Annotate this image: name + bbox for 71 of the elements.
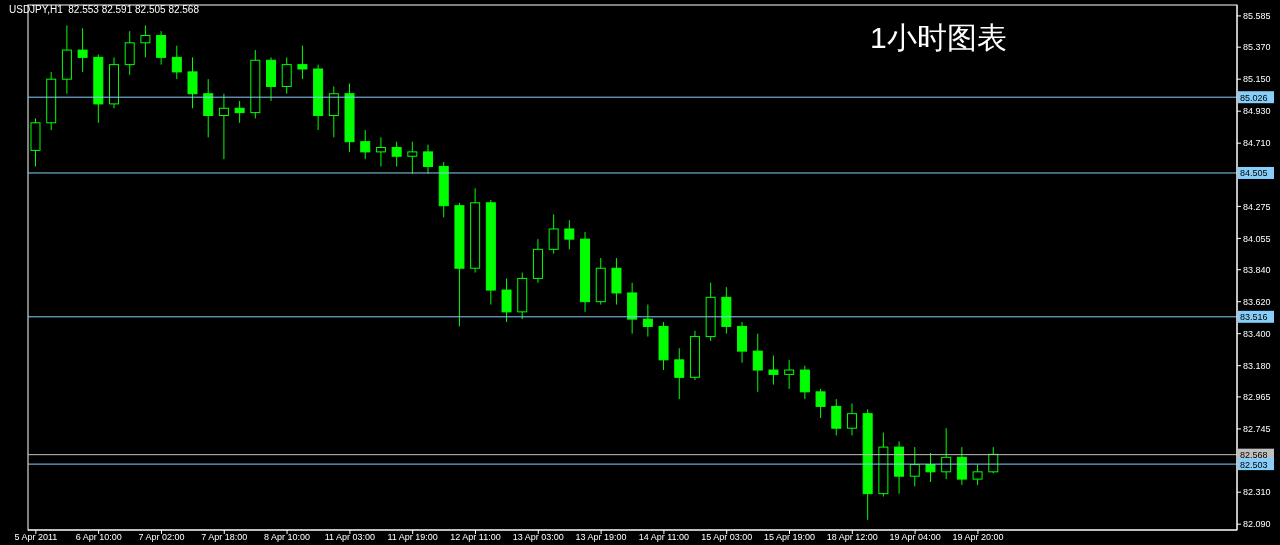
y-tick-label: 82.090 xyxy=(1243,519,1271,530)
y-tick-label: 83.620 xyxy=(1243,296,1271,307)
candlestick xyxy=(187,56,198,109)
candlestick xyxy=(784,359,795,390)
candlestick xyxy=(768,354,779,386)
candlestick xyxy=(972,464,983,486)
y-tick-label: 84.710 xyxy=(1243,138,1271,149)
candlestick xyxy=(391,141,402,167)
x-tick-label: 8 Apr 10:00 xyxy=(264,532,311,543)
chart-title: USDJPY,H1 82.553 82.591 82.505 82.568 xyxy=(9,4,199,15)
y-tick-label: 84.055 xyxy=(1243,233,1271,244)
y-tick-label: 85.585 xyxy=(1243,11,1271,22)
text: 1小时图表 xyxy=(870,20,1007,56)
x-tick-label: 19 Apr 04:00 xyxy=(889,532,941,543)
x-tick-label: 6 Apr 10:00 xyxy=(75,532,122,543)
x-tick-label: 19 Apr 20:00 xyxy=(952,532,1004,543)
x-tick-label: 7 Apr 18:00 xyxy=(201,532,248,543)
y-tick-label: 84.930 xyxy=(1243,106,1271,117)
candlestick xyxy=(234,100,245,124)
candlestick xyxy=(752,333,763,393)
y-tick-label: 83.840 xyxy=(1243,264,1271,275)
candlestick xyxy=(831,398,842,436)
candlestick xyxy=(909,446,920,487)
x-tick-label: 12 Apr 11:00 xyxy=(450,532,501,543)
candlestick xyxy=(925,452,936,483)
candlestick xyxy=(171,45,182,80)
candlestick xyxy=(140,24,151,58)
candlestick xyxy=(156,30,167,66)
y-tick-label: 85.370 xyxy=(1243,42,1271,53)
candlestick xyxy=(799,365,810,400)
candlestick xyxy=(501,277,512,323)
candlestick xyxy=(360,129,371,160)
y-tick-label: 82.310 xyxy=(1243,487,1271,498)
x-tick-label: 13 Apr 03:00 xyxy=(512,532,564,543)
y-tick-label: 82.965 xyxy=(1243,392,1271,403)
candlestick xyxy=(846,402,857,436)
candlestick xyxy=(375,136,386,167)
x-tick-label: 11 Apr 19:00 xyxy=(387,532,438,543)
candlestick xyxy=(124,30,135,76)
x-tick-label: 15 Apr 03:00 xyxy=(701,532,753,543)
x-tick-label: 13 Apr 19:00 xyxy=(575,532,627,543)
candlestick xyxy=(564,219,575,250)
y-tick-label: 84.275 xyxy=(1243,201,1271,212)
y-tick-label: 83.180 xyxy=(1243,360,1271,371)
candlestick xyxy=(328,85,339,138)
y-tick-label: 82.745 xyxy=(1243,424,1271,435)
ref-line-label: 83.516 xyxy=(1240,312,1268,323)
candlestick xyxy=(281,56,292,95)
candlestick xyxy=(77,27,88,73)
ref-line-label: 85.026 xyxy=(1240,92,1268,103)
candlestick xyxy=(815,388,826,419)
candlestick xyxy=(203,78,214,138)
candlestick xyxy=(956,446,967,486)
x-tick-label: 5 Apr 2011 xyxy=(14,532,58,543)
candlestick xyxy=(297,45,308,80)
x-tick-label: 15 Apr 19:00 xyxy=(763,532,816,543)
x-tick-label: 14 Apr 11:00 xyxy=(638,532,690,543)
y-tick-label: 83.400 xyxy=(1243,328,1271,339)
candlestick xyxy=(218,93,229,160)
x-tick-label: 11 Apr 03:00 xyxy=(324,532,376,543)
y-tick-label: 85.150 xyxy=(1243,74,1271,85)
candlestick xyxy=(407,141,418,175)
ref-line-label: 84.505 xyxy=(1240,168,1268,179)
candlestick xyxy=(423,144,434,175)
x-tick-label: 7 Apr 02:00 xyxy=(138,532,185,543)
ref-line-label: 82.568 xyxy=(1240,450,1268,461)
candlestick xyxy=(642,304,653,338)
candlestick xyxy=(548,213,559,255)
x-tick-label: 18 Apr 12:00 xyxy=(826,532,878,543)
candlestick xyxy=(674,347,685,400)
ref-line-label: 82.503 xyxy=(1240,459,1268,470)
